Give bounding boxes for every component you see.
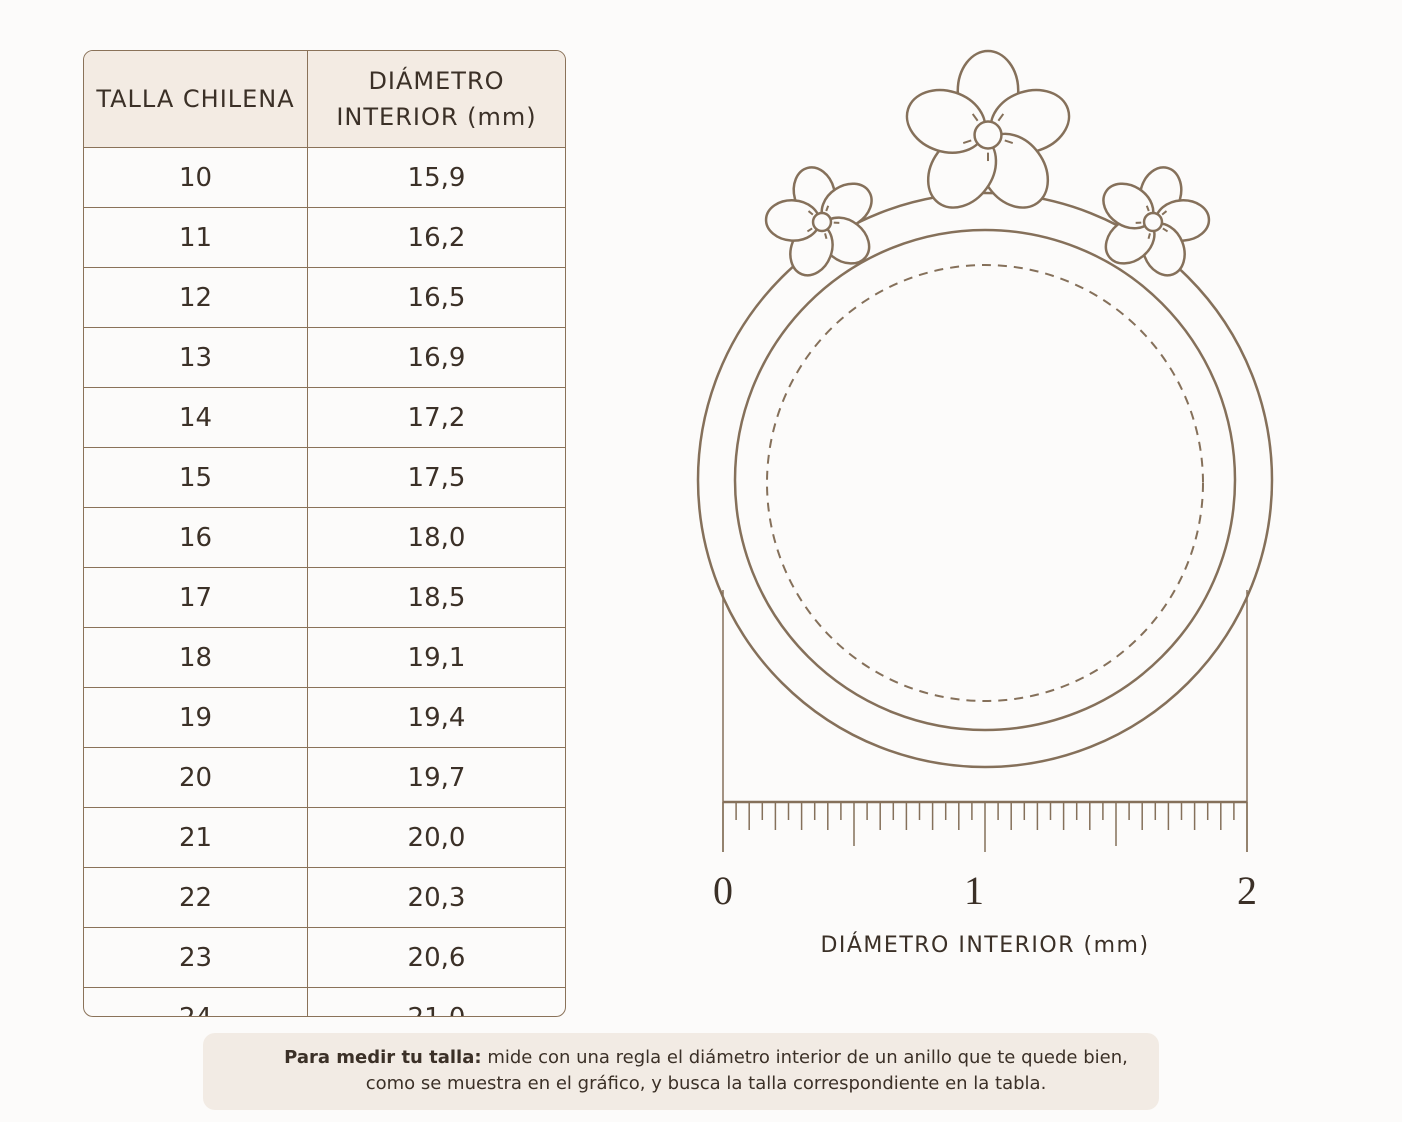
ring-dashed (766, 264, 1204, 702)
flower-stamen (806, 227, 813, 233)
cell: 13 (84, 327, 308, 388)
flower-stamen (1162, 227, 1169, 233)
note-line: como se muestra en el gráfico, y busca l… (365, 1073, 1047, 1094)
cell: 15 (84, 447, 308, 508)
cell: 18 (84, 627, 308, 688)
row: 14 17,2 (84, 387, 565, 448)
cell: 19 (84, 687, 308, 748)
row: 22 20,3 (84, 867, 565, 928)
ring-inner (733, 228, 1237, 732)
row: 21 20,0 (84, 807, 565, 868)
flower-stamen (807, 210, 814, 216)
cell: 23 (84, 927, 308, 988)
cell: 12 (84, 267, 308, 328)
header-cell: DIÁMETRO INTERIOR (mm) (307, 51, 565, 148)
row: 19 19,4 (84, 687, 565, 748)
cell: 21 (84, 807, 308, 868)
cell: 18,0 (307, 507, 565, 568)
ruler-label: 2 (1237, 868, 1257, 913)
row: 2421,0 (84, 987, 566, 1017)
flower-center (1142, 211, 1164, 233)
cell: 19,7 (307, 747, 565, 808)
cell: 17 (84, 567, 308, 628)
note-line: mide con una regla el diámetro interior … (487, 1047, 1128, 1068)
cell: 24 (84, 987, 308, 1016)
cell: 20,6 (307, 927, 565, 988)
header-row: TALLA CHILENA DIÁMETRO INTERIOR (mm) (84, 51, 565, 148)
note-bold: Para medir tu talla: (284, 1047, 482, 1068)
header-cell: TALLA CHILENA (84, 51, 308, 148)
cell: 14 (84, 387, 308, 448)
cell: 17,5 (307, 447, 565, 508)
ruler-label: 1 (964, 868, 984, 913)
cell: 16,9 (307, 327, 565, 388)
row: 18 19,1 (84, 627, 565, 688)
size-table: TALLA CHILENA DIÁMETRO INTERIOR (mm) 10 15… (83, 50, 566, 1017)
row: 23 20,6 (84, 927, 565, 988)
cell: 17,2 (307, 387, 565, 448)
axis-label: DIÁMETRO INTERIOR (mm) (820, 932, 1149, 958)
flower-stamen (962, 139, 972, 144)
flower-stamen (1145, 205, 1150, 212)
note-box: Para medir tu talla: mide con una regla … (203, 1033, 1159, 1110)
cell: 20,0 (307, 807, 565, 868)
flower-center (973, 120, 1003, 150)
cell: 20 (84, 747, 308, 808)
row: 20 19,7 (84, 747, 565, 808)
flower-stamen (971, 113, 979, 122)
cell: 16 (84, 507, 308, 568)
row: 12 16,5 (84, 267, 565, 328)
flower-stamen (997, 113, 1005, 122)
cell: 16,5 (307, 267, 565, 328)
cell: 18,5 (307, 567, 565, 628)
flower-stamen (824, 233, 828, 240)
row: 15 17,5 (84, 447, 565, 508)
flower-stamen (1004, 139, 1014, 144)
cell: 19,1 (307, 627, 565, 688)
ruler-label: 0 (713, 868, 733, 913)
row: 16 18,0 (84, 507, 565, 568)
flower-stamen (1147, 233, 1151, 240)
row: 13 16,9 (84, 327, 565, 388)
cell: 10 (84, 147, 308, 208)
cell: 21,0 (308, 988, 566, 1017)
cell: 11 (84, 207, 308, 268)
row: 10 15,9 (84, 147, 565, 208)
cell: 15,9 (307, 147, 565, 208)
flower-stamen (825, 205, 830, 212)
flower-stamen (1161, 210, 1168, 216)
flower-center (811, 211, 833, 233)
row: 17 18,5 (84, 567, 565, 628)
cell: 22 (84, 867, 308, 928)
cell: 19,4 (307, 687, 565, 748)
table: TALLA CHILENA DIÁMETRO INTERIOR (mm) 10 15… (84, 51, 566, 1017)
row: 11 16,2 (84, 207, 565, 268)
cell: 20,3 (307, 867, 565, 928)
ring-outer (696, 191, 1274, 769)
cell: 16,2 (307, 207, 565, 268)
